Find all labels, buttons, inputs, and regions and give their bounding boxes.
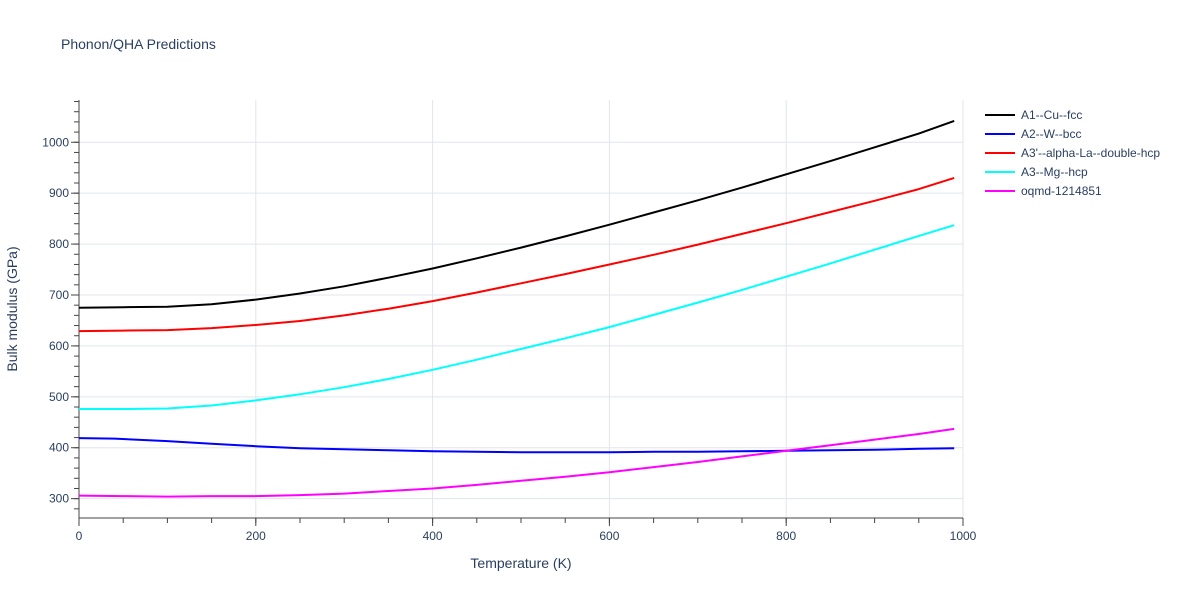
legend-swatch — [985, 189, 1015, 192]
legend-label: A3'--alpha-La--double-hcp — [1021, 145, 1161, 160]
legend-swatch — [985, 151, 1015, 154]
legend-item[interactable]: A3'--alpha-La--double-hcp — [985, 143, 1160, 162]
legend: A1--Cu--fcc A2--W--bcc A3'--alpha-La--doub… — [985, 105, 1160, 200]
x-tick-label: 800 — [776, 529, 796, 543]
y-tick-label: 1000 — [42, 135, 69, 149]
y-tick-label: 800 — [49, 237, 69, 251]
y-tick-label: 900 — [49, 186, 69, 200]
legend-label: A3--Mg--hcp — [1021, 164, 1088, 179]
legend-label: oqmd-1214851 — [1021, 183, 1102, 198]
chart-title: Phonon/QHA Predictions — [61, 36, 216, 52]
series-line — [78, 119, 955, 309]
grid-layer — [79, 100, 964, 518]
x-tick-label: 200 — [246, 529, 266, 543]
legend-label: A1--Cu--fcc — [1021, 107, 1083, 122]
x-tick-label: 600 — [599, 529, 619, 543]
legend-item[interactable]: oqmd-1214851 — [985, 181, 1160, 200]
y-axis-title: Bulk modulus (GPa) — [4, 246, 20, 371]
y-tick-label: 500 — [49, 390, 69, 404]
axis-layer: 0 200 400 600 800 1000 300 400 500 600 700 800 900 10… — [42, 100, 977, 543]
series-line — [78, 427, 955, 498]
x-axis-title: Temperature (K) — [470, 555, 571, 571]
legend-label: A2--W--bcc — [1021, 126, 1082, 141]
series-line — [78, 176, 955, 333]
x-tick-label: 400 — [423, 529, 443, 543]
series-layer — [78, 119, 955, 498]
y-tick-label: 600 — [49, 339, 69, 353]
legend-item[interactable]: A2--W--bcc — [985, 124, 1160, 143]
legend-item[interactable]: A1--Cu--fcc — [985, 105, 1160, 124]
x-tick-label: 1000 — [950, 529, 977, 543]
series-line — [79, 224, 955, 410]
legend-swatch — [985, 170, 1015, 173]
legend-item[interactable]: A3--Mg--hcp — [985, 162, 1160, 181]
y-tick-label: 400 — [49, 441, 69, 455]
legend-swatch — [985, 132, 1015, 135]
series-line — [78, 437, 955, 454]
y-tick-label: 700 — [49, 288, 69, 302]
x-tick-label: 0 — [76, 529, 83, 543]
legend-swatch — [985, 113, 1015, 116]
y-tick-label: 300 — [49, 492, 69, 506]
